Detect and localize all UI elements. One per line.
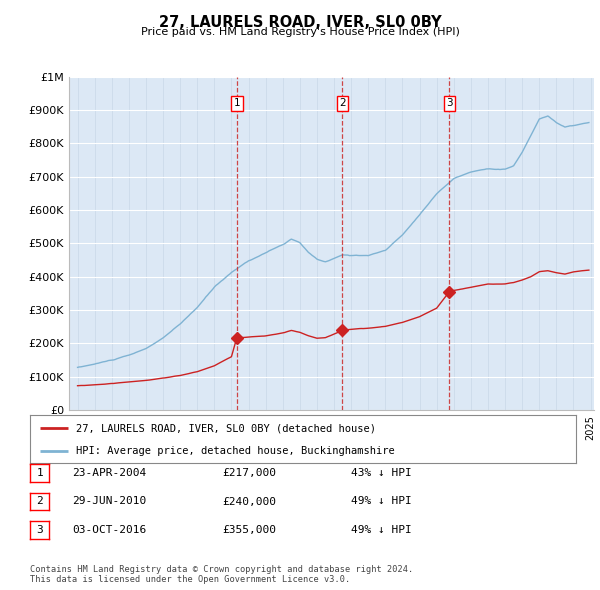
Text: HPI: Average price, detached house, Buckinghamshire: HPI: Average price, detached house, Buck… <box>76 446 395 456</box>
Text: 49% ↓ HPI: 49% ↓ HPI <box>351 497 412 506</box>
Text: 49% ↓ HPI: 49% ↓ HPI <box>351 525 412 535</box>
Text: 03-OCT-2016: 03-OCT-2016 <box>72 525 146 535</box>
Text: 23-APR-2004: 23-APR-2004 <box>72 468 146 478</box>
Text: £240,000: £240,000 <box>222 497 276 506</box>
Text: 29-JUN-2010: 29-JUN-2010 <box>72 497 146 506</box>
Text: Price paid vs. HM Land Registry's House Price Index (HPI): Price paid vs. HM Land Registry's House … <box>140 27 460 37</box>
Text: £217,000: £217,000 <box>222 468 276 478</box>
Text: 27, LAURELS ROAD, IVER, SL0 0BY: 27, LAURELS ROAD, IVER, SL0 0BY <box>158 15 442 30</box>
Text: £355,000: £355,000 <box>222 525 276 535</box>
Text: 27, LAURELS ROAD, IVER, SL0 0BY (detached house): 27, LAURELS ROAD, IVER, SL0 0BY (detache… <box>76 423 376 433</box>
Text: 1: 1 <box>36 468 43 478</box>
Text: 3: 3 <box>36 525 43 535</box>
Text: 2: 2 <box>36 497 43 506</box>
Text: Contains HM Land Registry data © Crown copyright and database right 2024.
This d: Contains HM Land Registry data © Crown c… <box>30 565 413 584</box>
Text: 3: 3 <box>446 99 453 109</box>
Text: 2: 2 <box>339 99 346 109</box>
Text: 43% ↓ HPI: 43% ↓ HPI <box>351 468 412 478</box>
Text: 1: 1 <box>233 99 240 109</box>
